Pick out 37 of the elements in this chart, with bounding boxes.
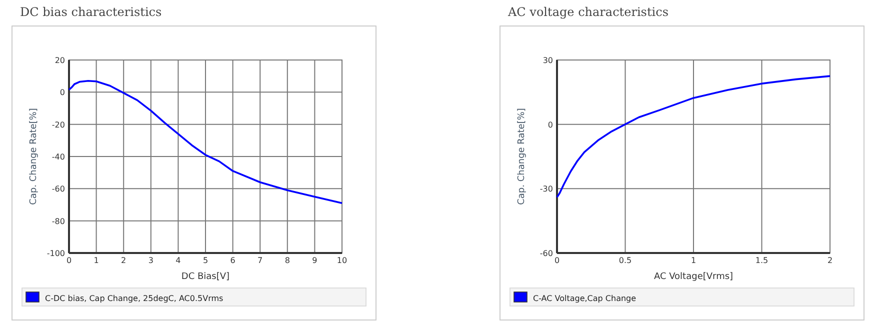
y-tick-label: 20: [54, 56, 65, 65]
y-tick-label: -40: [52, 152, 65, 162]
legend-label: C-AC Voltage,Cap Change: [533, 294, 636, 303]
y-tick-label: 30: [542, 56, 553, 65]
chart-title: AC voltage characteristics: [507, 5, 668, 19]
x-tick-label: 5: [202, 256, 208, 265]
x-tick-label: 10: [336, 256, 348, 265]
x-tick-label: 1: [94, 256, 99, 265]
legend-label: C-DC bias, Cap Change, 25degC, AC0.5Vrms: [45, 294, 224, 303]
x-axis-title: DC Bias[V]: [181, 272, 230, 282]
y-tick-label: -20: [52, 120, 65, 130]
x-tick-label: 8: [284, 256, 290, 265]
y-tick-label: 0: [548, 120, 553, 130]
y-tick-label: -60: [540, 249, 553, 258]
x-tick-label: 1: [690, 256, 696, 265]
y-tick-label: -60: [52, 184, 65, 194]
y-axis-title: Cap. Change Rate[%]: [29, 108, 39, 205]
y-axis-title: Cap. Change Rate[%]: [517, 108, 527, 205]
x-tick-label: 1.5: [755, 256, 768, 265]
y-tick-label: 0: [60, 88, 65, 98]
line-series: [556, 75, 831, 198]
y-tick-label: -100: [46, 249, 65, 258]
x-tick-label: 2: [121, 256, 126, 265]
x-tick-label: 4: [176, 256, 181, 265]
x-tick-label: 0: [554, 256, 560, 265]
y-tick-label: -30: [540, 184, 553, 194]
x-tick-label: 6: [230, 256, 236, 265]
line-series: [68, 80, 343, 204]
x-tick-label: 9: [312, 256, 318, 265]
x-tick-label: 2: [827, 256, 833, 265]
x-axis-title: AC Voltage[Vrms]: [654, 272, 734, 282]
x-tick-label: 0.5: [618, 256, 632, 265]
x-tick-label: 7: [258, 256, 263, 265]
x-tick-label: 3: [148, 256, 154, 265]
chart-title: DC bias characteristics: [20, 5, 162, 19]
y-tick-label: -80: [52, 216, 65, 226]
x-tick-label: 0: [66, 256, 72, 265]
